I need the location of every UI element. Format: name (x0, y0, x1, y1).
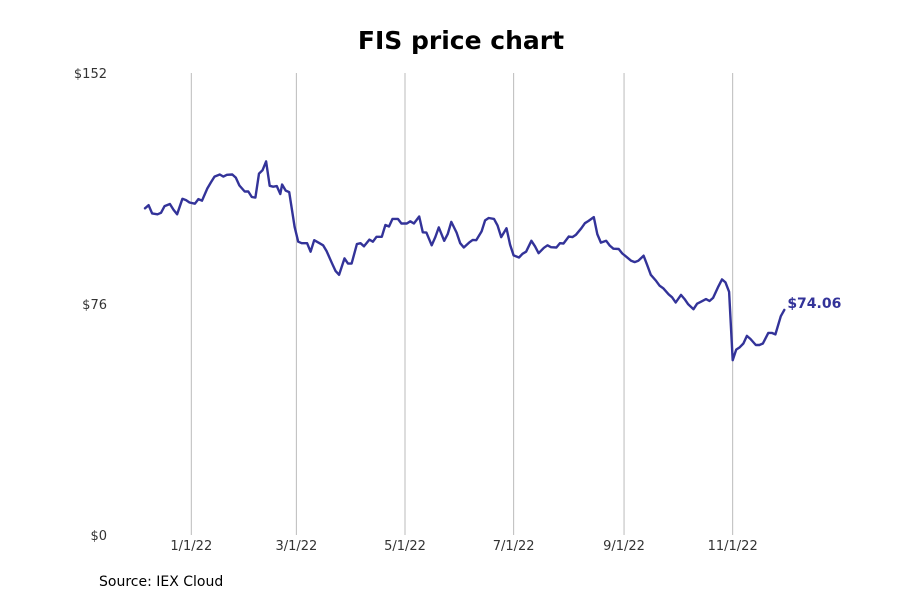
y-tick-label: $76 (82, 298, 107, 313)
y-axis-tick-labels: $0 $76 $152 (74, 67, 107, 544)
x-tick-label: 11/1/22 (708, 539, 758, 554)
x-tick-label: 3/1/22 (275, 539, 317, 554)
x-axis-tick-labels: 1/1/22 3/1/22 5/1/22 7/1/22 9/1/22 11/1/22 (170, 539, 757, 554)
y-tick-label: $152 (74, 67, 107, 82)
price-series-line (143, 160, 786, 362)
vertical-gridlines (190, 73, 734, 535)
last-price-label: $74.06 (787, 296, 841, 312)
source-note: Source: IEX Cloud (99, 574, 224, 590)
x-tick-label: 7/1/22 (493, 539, 535, 554)
x-tick-label: 9/1/22 (603, 539, 645, 554)
y-tick-label: $0 (90, 529, 107, 544)
chart-title: FIS price chart (357, 26, 565, 55)
x-tick-label: 5/1/22 (384, 539, 426, 554)
x-tick-label: 1/1/22 (170, 539, 212, 554)
